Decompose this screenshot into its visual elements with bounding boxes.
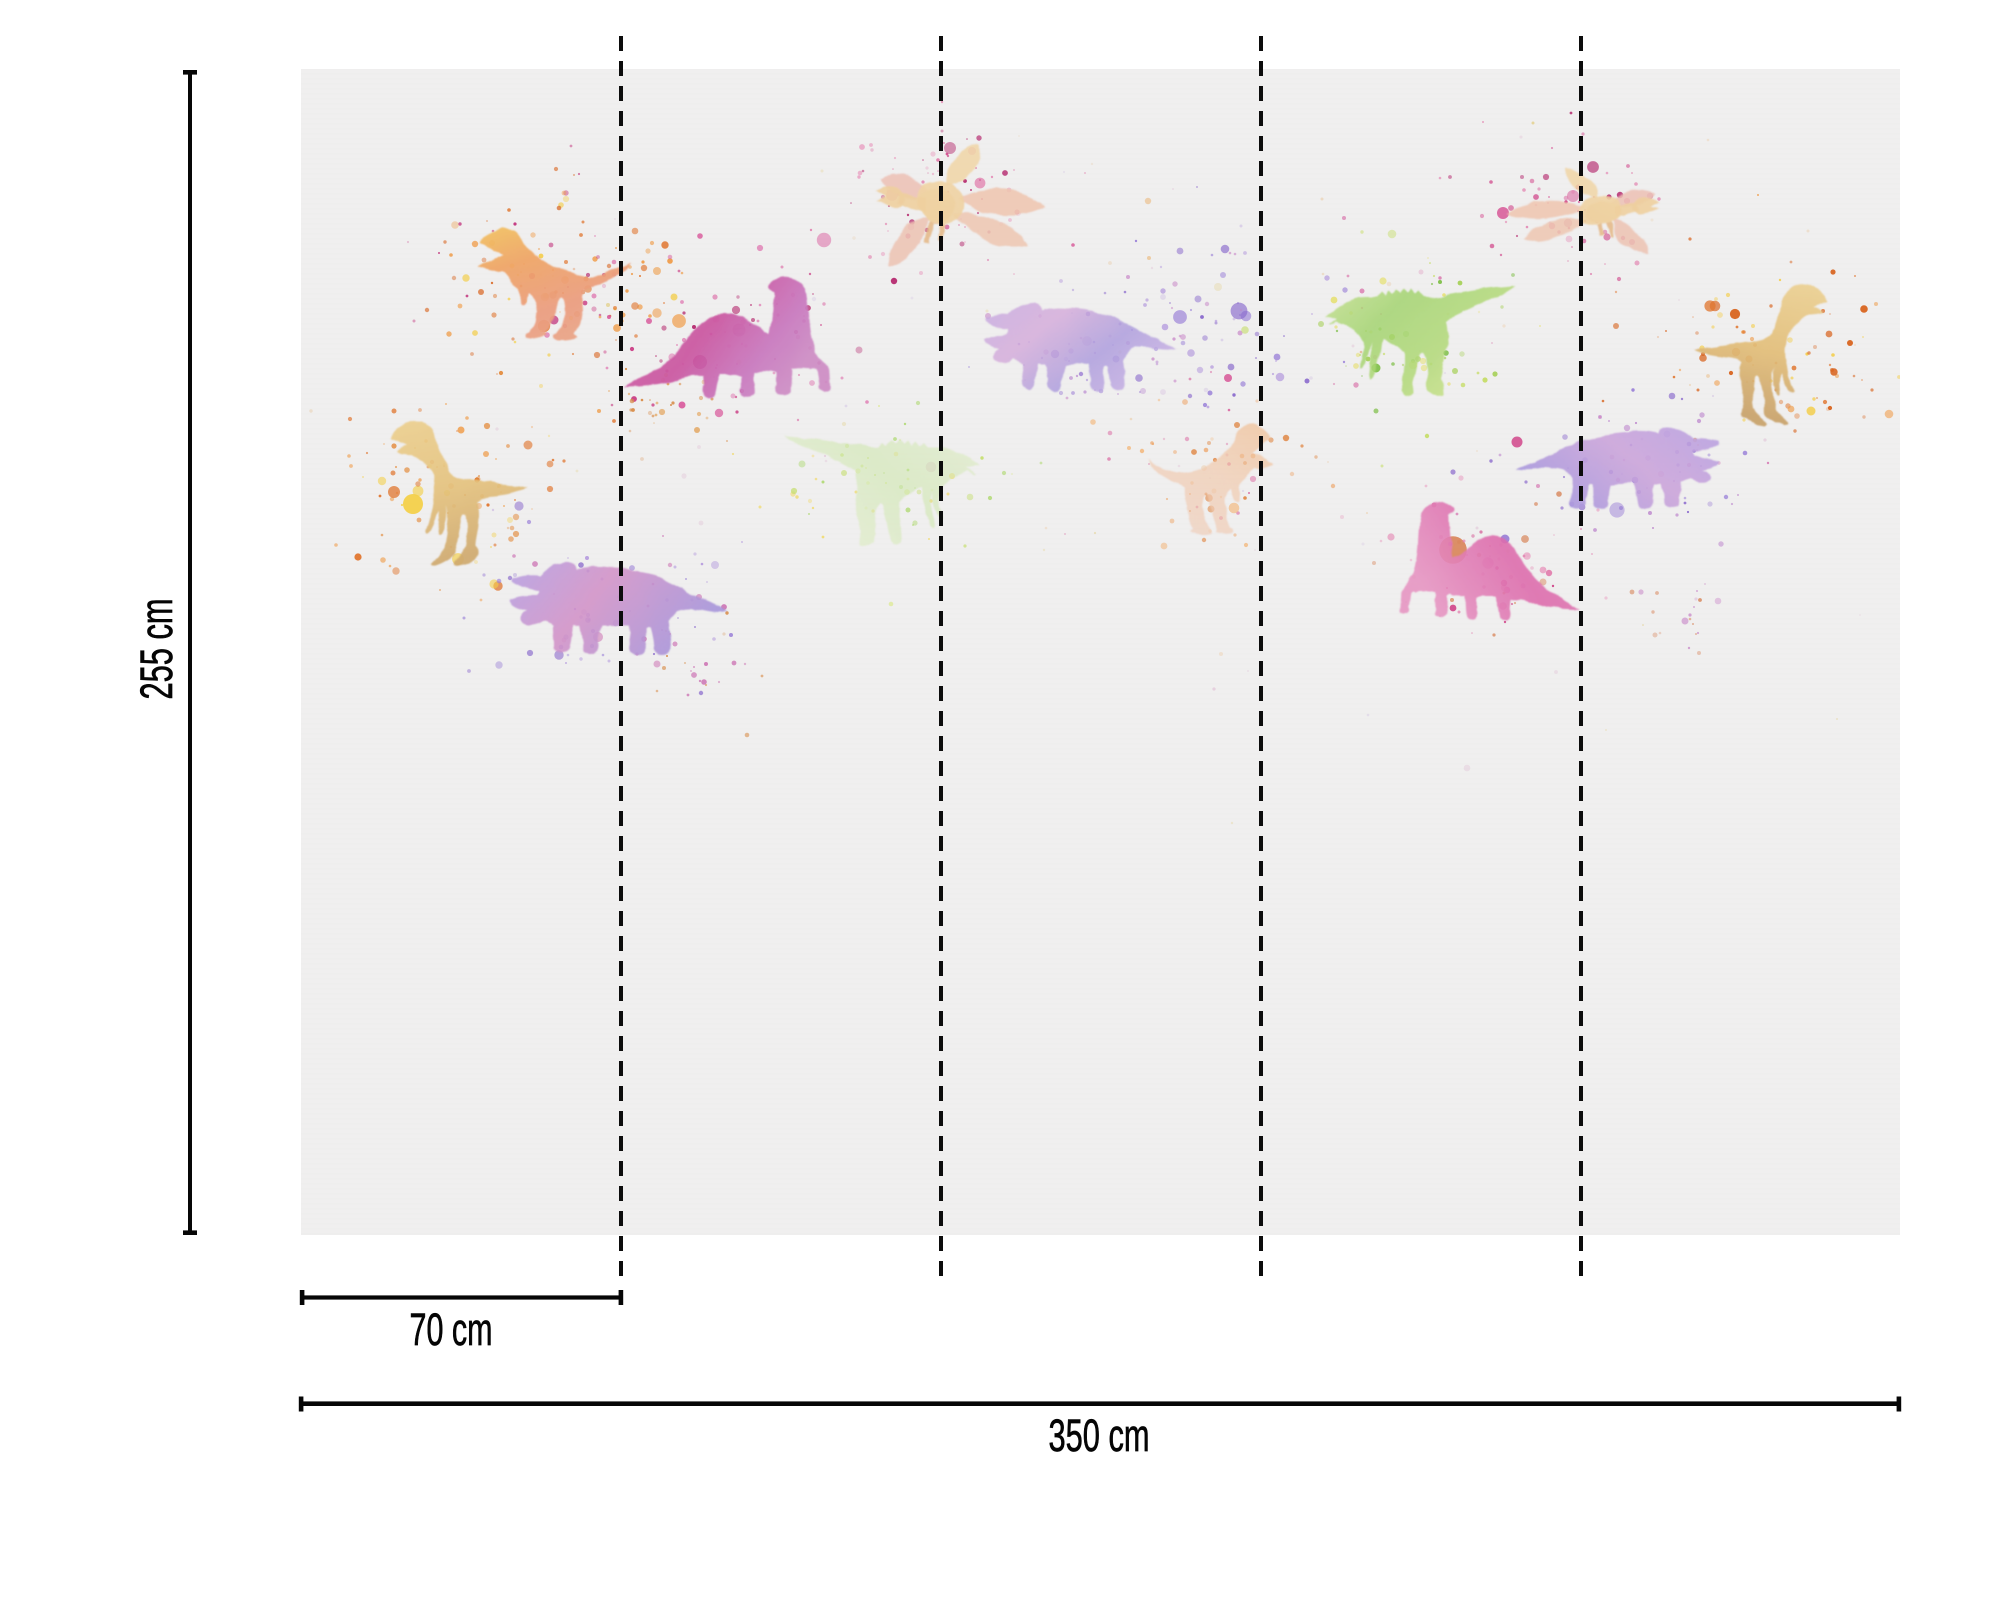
svg-text:255 cm: 255 cm [131,599,182,700]
svg-text:350 cm: 350 cm [1049,1410,1150,1461]
svg-text:70 cm: 70 cm [410,1304,493,1355]
